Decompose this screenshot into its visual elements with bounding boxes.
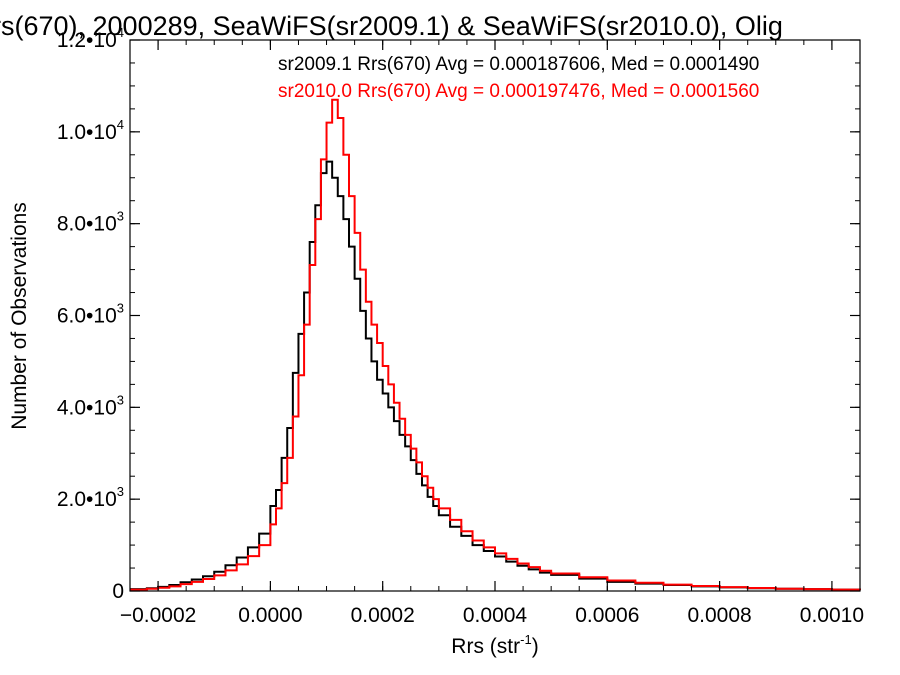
y-tick-exponent: 3 [117,301,124,316]
y-tick-mantissa: 1.0•10 [57,121,117,144]
y-axis-ticks: 02.0•1034.0•1036.0•1038.0•1031.0•1041.2•… [57,25,860,603]
y-tick-exponent: 4 [117,25,124,40]
x-axis-label-text: Rrs (str [451,635,520,658]
y-tick-mantissa: 6.0•10 [57,305,117,328]
legend-label-sr2010: sr2010.0 Rrs(670) Avg = 0.000197476, Med… [278,81,759,102]
y-tick-exponent: 3 [117,392,124,407]
x-axis-label-close: ) [532,635,539,658]
y-tick-exponent: 3 [117,209,124,224]
chart-title: rs(670), 2000289, SeaWiFS(sr2009.1) & Se… [0,11,783,41]
x-tick-label: 0.0010 [800,604,864,627]
y-tick-mantissa: 8.0•10 [57,213,117,236]
y-tick-label: 4.0•103 [57,392,124,419]
y-tick-mantissa: 0 [112,580,124,603]
series-line-sr2010.0 [130,98,861,591]
series-group [130,98,861,591]
y-tick-mantissa: 1.2•10 [57,29,117,52]
x-tick-label: 0.0008 [687,604,751,627]
x-axis-label-exponent: -1 [520,632,532,647]
y-tick-exponent: 3 [117,484,124,499]
x-axis-ticks: −0.0002 0.0000 0.0002 0.0004 0.0006 0.0008 0.0… [120,40,864,627]
y-tick-label: 1.2•104 [57,25,124,52]
y-tick-label: 2.0•103 [57,484,124,511]
x-tick-label: 0.0004 [463,604,528,627]
y-tick-exponent: 4 [117,117,124,132]
y-axis-label: Number of Observations [8,202,31,430]
legend-label-sr2009: sr2009.1 Rrs(670) Avg = 0.000187606, Med… [278,54,759,75]
y-tick-label: 0 [112,580,124,603]
y-tick-label: 1.0•104 [57,117,124,144]
x-axis-label: Rrs (str-1) [451,632,538,658]
x-tick-label: 0.0002 [351,604,415,627]
x-tick-label: 0.0000 [238,604,302,627]
y-tick-mantissa: 2.0•10 [57,488,117,511]
y-tick-label: 8.0•103 [57,209,124,236]
y-tick-label: 6.0•103 [57,301,124,328]
x-tick-label: 0.0006 [575,604,639,627]
x-tick-label: −0.0002 [120,604,197,627]
y-tick-mantissa: 4.0•10 [57,396,117,419]
